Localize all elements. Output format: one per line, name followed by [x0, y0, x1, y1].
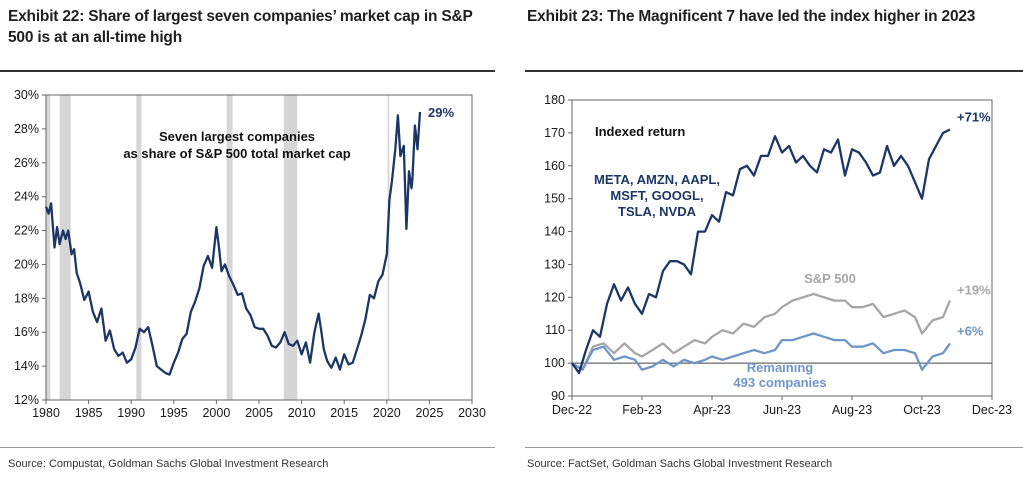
- indexed-return-chart: 90 100 110 120 130 140 150 160 170 180 Dec-22 Feb-2…: [544, 93, 1012, 417]
- recession-band: [136, 95, 142, 400]
- sp500-line: [571, 292, 952, 371]
- exhibit-23-source: Source: FactSet, Goldman Sachs Global In…: [527, 458, 833, 470]
- exhibit-23-panel: Exhibit 23: The Magnificent 7 have led t…: [515, 0, 1023, 480]
- remaining-493-line: [571, 332, 951, 371]
- y-tick-label: 12%: [14, 393, 39, 407]
- x-tick-label: 1980: [32, 406, 60, 420]
- recession-band: [46, 95, 51, 400]
- annotation-line-2: as share of S&P 500 total market cap: [123, 146, 350, 161]
- remaining-series-label: Remaining: [747, 360, 814, 375]
- x-tick-label: 1995: [160, 406, 188, 420]
- exhibit-23-title: Exhibit 23: The Magnificent 7 have led t…: [527, 8, 976, 25]
- plot-frame: [571, 99, 993, 397]
- y-tick-label: 16%: [14, 325, 39, 339]
- y-tick-label: 120: [544, 290, 565, 304]
- x-tick-label: 1990: [117, 406, 145, 420]
- sp500-end-label: +19%: [957, 283, 991, 298]
- mag7-series-label: MSFT, GOOGL,: [610, 188, 703, 203]
- x-tick-label: 1985: [75, 406, 103, 420]
- x-tick-label: 2030: [458, 406, 486, 420]
- x-tick-label: Dec-23: [972, 403, 1012, 417]
- x-tick-label: Dec-22: [552, 403, 592, 417]
- x-tick-label: Aug-23: [832, 403, 872, 417]
- x-tick-label: Jun-23: [763, 403, 801, 417]
- recession-band: [387, 95, 390, 400]
- chart-title: Indexed return: [595, 124, 685, 139]
- y-tick-label: 30%: [14, 88, 39, 102]
- y-tick-label: 180: [544, 93, 565, 107]
- y-tick-label: 28%: [14, 122, 39, 136]
- y-tick-label: 26%: [14, 156, 39, 170]
- share-line: [44, 111, 422, 376]
- x-tick-label: 2000: [202, 406, 230, 420]
- y-tick-label: 170: [544, 126, 565, 140]
- end-value-label: 29%: [428, 105, 454, 120]
- source-divider: [525, 447, 1023, 448]
- y-tick-label: 24%: [14, 190, 39, 204]
- exhibit-22-panel: Exhibit 22: Share of largest seven compa…: [0, 0, 505, 480]
- annotation-line-1: Seven largest companies: [159, 129, 315, 144]
- y-tick-label: 100: [544, 356, 565, 370]
- y-tick-label: 22%: [14, 224, 39, 238]
- title-divider: [525, 70, 1023, 72]
- y-tick-label: 110: [545, 323, 565, 337]
- title-divider: [0, 70, 495, 72]
- market-cap-share-chart: 12% 14% 16% 18% 20% 22% 24% 26% 28% 30% 1980 1985 19…: [14, 88, 486, 420]
- x-tick-label: 2020: [373, 406, 401, 420]
- x-tick-label: 2025: [415, 406, 443, 420]
- y-tick-label: 18%: [14, 291, 39, 305]
- recession-band: [59, 95, 71, 400]
- y-tick-label: 130: [544, 257, 565, 271]
- x-tick-label: Feb-23: [622, 403, 662, 417]
- x-tick-label: Oct-23: [903, 403, 941, 417]
- recession-band: [283, 95, 298, 400]
- remaining-series-label: 493 companies: [733, 375, 826, 390]
- source-divider: [0, 447, 495, 448]
- sp500-series-label: S&P 500: [804, 271, 856, 286]
- x-tick-label: 2015: [330, 406, 358, 420]
- x-tick-label: 2005: [245, 406, 273, 420]
- x-tick-label: Apr-23: [693, 403, 731, 417]
- y-tick-label: 90: [551, 389, 565, 403]
- recession-band: [226, 95, 233, 400]
- exhibit-22-source: Source: Compustat, Goldman Sachs Global …: [8, 458, 329, 470]
- y-tick-label: 140: [544, 225, 565, 239]
- y-tick-label: 14%: [14, 359, 39, 373]
- y-tick-label: 160: [544, 159, 565, 173]
- y-tick-label: 20%: [14, 257, 39, 271]
- x-tick-label: 2010: [288, 406, 316, 420]
- mag7-series-label: META, AMZN, AAPL,: [594, 172, 720, 187]
- y-tick-label: 150: [544, 192, 565, 206]
- remaining-end-label: +6%: [957, 323, 984, 338]
- mag7-line: [571, 128, 951, 375]
- mag7-end-label: +71%: [957, 110, 991, 125]
- exhibit-22-title: Exhibit 22: Share of largest seven compa…: [8, 8, 473, 46]
- mag7-series-label: TSLA, NVDA: [618, 204, 697, 219]
